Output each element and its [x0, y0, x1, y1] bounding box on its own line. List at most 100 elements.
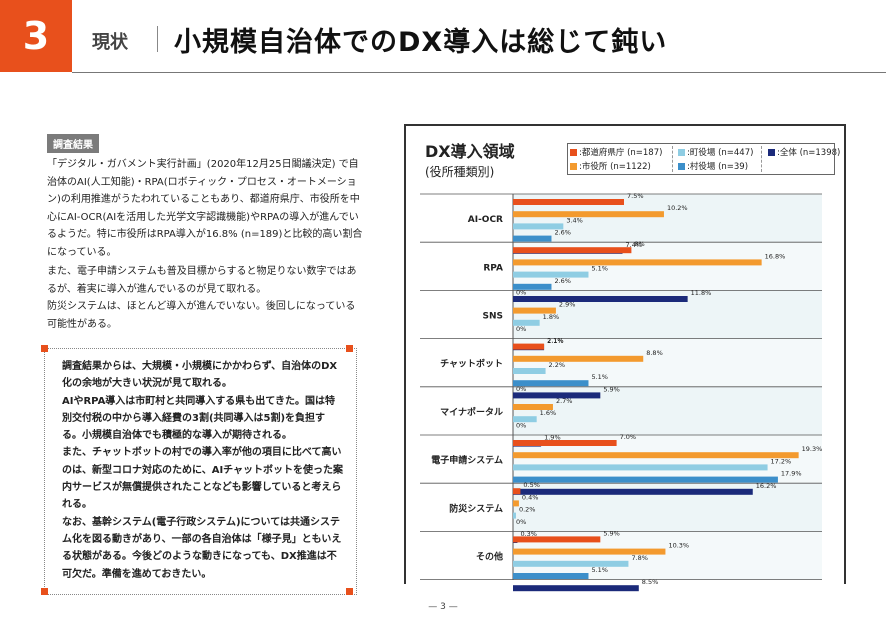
header-rule — [72, 72, 886, 73]
bar — [513, 247, 632, 254]
category-label: その他 — [476, 551, 503, 563]
category-label: SNS — [483, 312, 504, 322]
legend-swatch — [678, 163, 685, 170]
bar — [513, 560, 629, 567]
data-label: 16.2% — [756, 482, 777, 490]
survey-paragraph-2: また、電子申請システムも普及目標からすると物足りない数字ではあるが、着実に導入が… — [47, 266, 357, 295]
legend-label: :町役場 (n=447) — [687, 148, 754, 158]
summary-paragraph-1: 調査結果からは、大規模・小規模にかかわらず、自治体のDX化の余地が大きい状況が見… — [62, 361, 338, 390]
section-subtitle: 現状 — [92, 32, 128, 53]
bar — [513, 464, 768, 471]
bar — [513, 536, 601, 543]
bar — [513, 211, 664, 218]
bar — [513, 440, 617, 446]
bar — [513, 452, 799, 459]
data-label: 2.7% — [556, 397, 573, 405]
summary-paragraph-3: また、チャットボットの村での導入率が他の項目に比べて高いのは、新型コロナ対応のた… — [62, 447, 344, 511]
bar — [513, 307, 556, 314]
category-label: チャットボット — [440, 358, 503, 370]
data-label: 2.2% — [549, 361, 566, 369]
category-label: 防災システム — [449, 502, 503, 514]
data-label: 11.8% — [691, 289, 712, 297]
data-label: 0% — [516, 288, 526, 296]
data-label: 17.2% — [771, 457, 792, 465]
survey-paragraph-3: 防災システムは、ほとんど導入が進んでいない。後回しになっている可能性がある。 — [47, 301, 356, 330]
legend-divider — [672, 146, 673, 172]
legend-entry: :町役場 (n=447) — [678, 146, 753, 158]
category-label: マイナポータル — [440, 406, 503, 418]
bar — [513, 512, 516, 519]
data-label: 5.9% — [603, 385, 620, 393]
legend-swatch — [678, 149, 685, 156]
bar — [513, 368, 546, 374]
bar — [513, 355, 644, 362]
data-label: 7.5% — [627, 192, 644, 200]
bar — [513, 283, 552, 290]
legend-swatch — [570, 149, 577, 156]
data-label: 7.8% — [631, 554, 648, 562]
data-label: 2.6% — [554, 277, 571, 285]
chart-title: DX導入領域 — [425, 142, 515, 161]
summary-text: 調査結果からは、大規模・小規模にかかわらず、自治体のDX化の余地が大きい状況が見… — [62, 358, 344, 583]
legend-entry: :村役場 (n=39) — [678, 160, 748, 172]
legend-swatch — [570, 163, 577, 170]
chart-frame-left — [404, 124, 406, 584]
bar — [513, 223, 564, 230]
bar — [513, 199, 624, 205]
data-label: 0.5% — [523, 481, 540, 489]
chart-frame-right — [844, 124, 846, 584]
bar — [513, 259, 762, 266]
data-label: 5.1% — [591, 265, 608, 273]
bar — [513, 380, 589, 387]
bar — [513, 296, 688, 302]
summary-box — [44, 348, 357, 595]
data-label: 5.9% — [603, 529, 620, 537]
data-label: 5.1% — [591, 373, 608, 381]
data-label: 0.2% — [519, 506, 536, 514]
bar — [513, 271, 589, 278]
data-label: 3.4% — [566, 216, 583, 224]
bar — [513, 548, 666, 555]
legend-entry: :市役所 (n=1122) — [570, 160, 651, 172]
category-band — [513, 338, 822, 387]
section-number: 3 — [0, 0, 72, 72]
survey-paragraph-1: 「デジタル・ガバメント実行計画」(2020年12月25日閣議決定) で自治体のA… — [47, 159, 363, 258]
legend-label: :全体 (n=1398) — [777, 148, 841, 158]
bar — [513, 392, 601, 399]
summary-paragraph-4: なお、基幹システム(電子行政システム)については共通システム化を図る動きがあり、… — [62, 516, 342, 580]
chart-frame-top — [404, 124, 844, 126]
data-label: 10.3% — [668, 542, 689, 550]
data-label: 19.3% — [802, 445, 823, 453]
data-label: 0% — [516, 325, 526, 333]
data-label: 10.2% — [667, 204, 688, 212]
box-corner-marker — [41, 588, 48, 595]
box-corner-marker — [41, 345, 48, 352]
legend-label: :村役場 (n=39) — [687, 162, 749, 172]
page-number: — 3 — — [428, 602, 458, 612]
data-label: 8.5% — [642, 578, 659, 586]
data-label: 16.8% — [765, 252, 786, 260]
bar — [513, 319, 540, 326]
chart-subtitle: (役所種類別) — [425, 165, 495, 179]
survey-label: 調査結果 — [47, 134, 99, 153]
legend-swatch — [768, 149, 775, 156]
legend-border — [567, 143, 835, 175]
data-label: 8% — [634, 240, 644, 248]
summary-paragraph-2: AIやRPA導入は市町村と共同導入する県も出てきた。国は特別交付税の中から導入経… — [62, 395, 336, 442]
data-label: 0.4% — [522, 493, 539, 501]
data-label: 1.8% — [543, 313, 560, 321]
box-corner-marker — [346, 345, 353, 352]
box-corner-marker — [346, 588, 353, 595]
data-label: 2.6% — [554, 229, 571, 237]
category-label: RPA — [483, 263, 503, 273]
category-label: 電子申請システム — [431, 454, 503, 466]
data-label: 17.9% — [781, 470, 802, 478]
bar — [513, 476, 778, 483]
data-label: 8.8% — [646, 349, 663, 357]
data-label: 0% — [516, 518, 526, 526]
data-label: 2.1% — [547, 337, 564, 345]
bar — [513, 235, 552, 242]
page-title: 小規模自治体でのDX導入は総じて鈍い — [174, 27, 668, 58]
header-divider — [157, 26, 158, 52]
